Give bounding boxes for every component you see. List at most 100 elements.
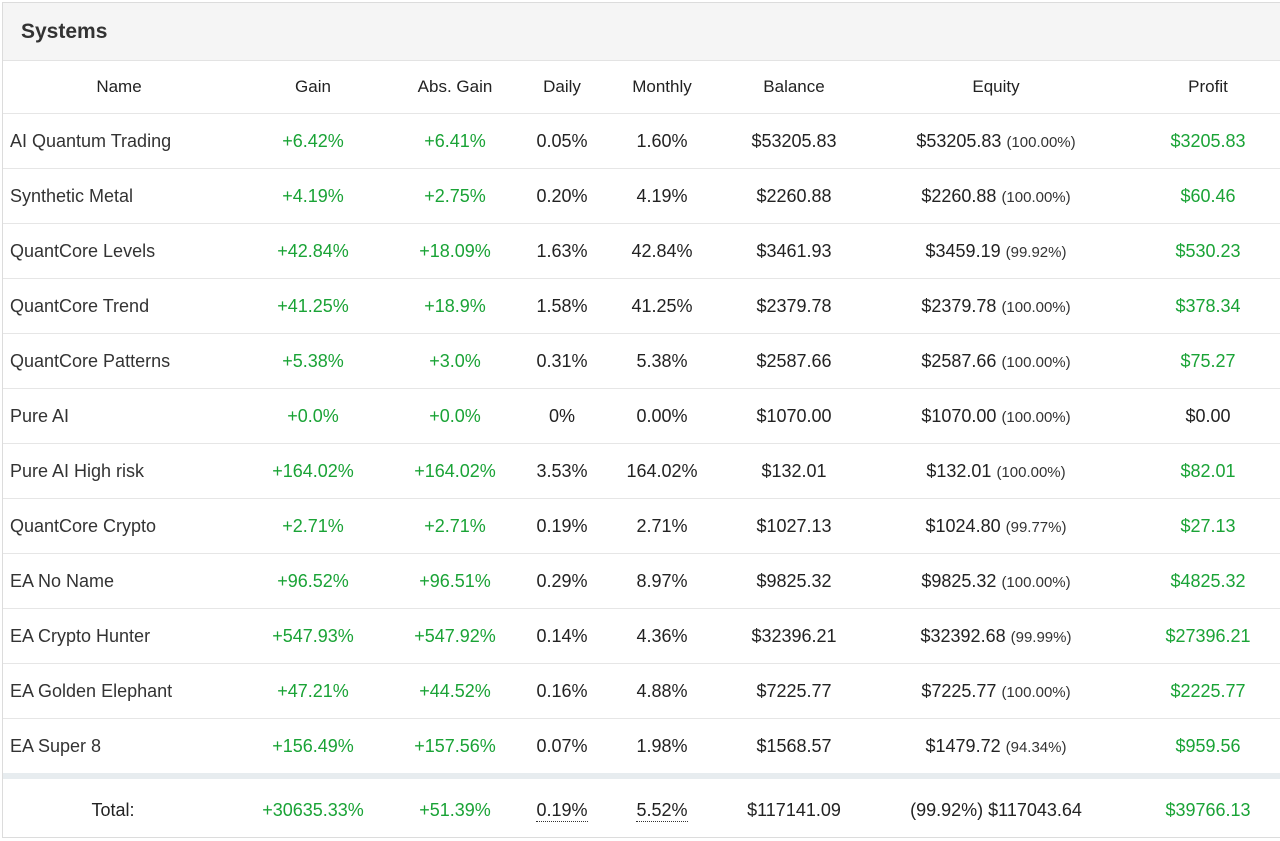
system-name[interactable]: AI Quantum Trading [3, 113, 235, 169]
monthly-value: 0.00% [605, 388, 719, 444]
column-header-gain[interactable]: Gain [235, 61, 391, 114]
balance-value: $3461.93 [719, 223, 869, 279]
daily-value: 0.05% [519, 113, 605, 169]
balance-value: $1070.00 [719, 388, 869, 444]
balance-value: $132.01 [719, 443, 869, 499]
table-row: QuantCore Trend +41.25% +18.9% 1.58% 41.25% $… [3, 278, 1280, 334]
total-monthly[interactable]: 5.52% [636, 799, 688, 822]
total-monthly-cell: 5.52% [605, 773, 719, 841]
equity-value: $32392.68 [920, 625, 1006, 646]
column-header-daily[interactable]: Daily [519, 61, 605, 114]
monthly-value: 4.19% [605, 168, 719, 224]
system-name[interactable]: Pure AI [3, 388, 235, 444]
equity-cell: $9825.32 (100.00%) [869, 553, 1123, 609]
system-name[interactable]: Pure AI High risk [3, 443, 235, 499]
column-header-equity[interactable]: Equity [869, 61, 1123, 114]
system-name[interactable]: EA No Name [3, 553, 235, 609]
system-name[interactable]: Synthetic Metal [3, 168, 235, 224]
column-header-profit[interactable]: Profit [1123, 61, 1280, 114]
profit-value: $959.56 [1123, 718, 1280, 777]
table-footer: Total: +30635.33% +51.39% 0.19% 5.52% $1… [3, 773, 1280, 841]
equity-cell: $53205.83 (100.00%) [869, 113, 1123, 169]
equity-cell: $1024.80 (99.77%) [869, 498, 1123, 554]
equity-cell: $1070.00 (100.00%) [869, 388, 1123, 444]
equity-percent: (100.00%) [1001, 298, 1071, 316]
equity-value: $132.01 [926, 460, 992, 481]
abs-gain-value: +547.92% [391, 608, 519, 664]
equity-cell: $132.01 (100.00%) [869, 443, 1123, 499]
table-row: EA Golden Elephant +47.21% +44.52% 0.16% 4.8… [3, 663, 1280, 719]
equity-value: $7225.77 [921, 680, 997, 701]
balance-value: $2379.78 [719, 278, 869, 334]
abs-gain-value: +18.09% [391, 223, 519, 279]
column-header-name[interactable]: Name [3, 61, 235, 114]
gain-value: +5.38% [235, 333, 391, 389]
equity-percent: (100.00%) [1001, 408, 1071, 426]
gain-value: +4.19% [235, 168, 391, 224]
panel-header: Systems [3, 3, 1280, 61]
table-row: QuantCore Crypto +2.71% +2.71% 0.19% 2.71% $1… [3, 498, 1280, 554]
daily-value: 0.07% [519, 718, 605, 777]
system-name[interactable]: EA Super 8 [3, 718, 235, 777]
system-name[interactable]: EA Golden Elephant [3, 663, 235, 719]
monthly-value: 164.02% [605, 443, 719, 499]
daily-value: 0.29% [519, 553, 605, 609]
monthly-value: 5.38% [605, 333, 719, 389]
table-header-row: Name Gain Abs. Gain Daily Monthly Balanc… [3, 61, 1280, 114]
profit-value: $0.00 [1123, 388, 1280, 444]
gain-value: +42.84% [235, 223, 391, 279]
system-name[interactable]: QuantCore Crypto [3, 498, 235, 554]
gain-value: +156.49% [235, 718, 391, 777]
equity-value: $1070.00 [921, 405, 997, 426]
column-header-balance[interactable]: Balance [719, 61, 869, 114]
equity-cell: $2379.78 (100.00%) [869, 278, 1123, 334]
equity-value: $9825.32 [921, 570, 997, 591]
system-name[interactable]: EA Crypto Hunter [3, 608, 235, 664]
monthly-value: 42.84% [605, 223, 719, 279]
monthly-value: 4.36% [605, 608, 719, 664]
table-row: EA Crypto Hunter +547.93% +547.92% 0.14% 4.3… [3, 608, 1280, 664]
equity-value: $2587.66 [921, 350, 997, 371]
monthly-value: 8.97% [605, 553, 719, 609]
gain-value: +164.02% [235, 443, 391, 499]
profit-value: $530.23 [1123, 223, 1280, 279]
monthly-value: 41.25% [605, 278, 719, 334]
daily-value: 3.53% [519, 443, 605, 499]
table-row: Synthetic Metal +4.19% +2.75% 0.20% 4.19% $22… [3, 168, 1280, 224]
total-row: Total: +30635.33% +51.39% 0.19% 5.52% $1… [3, 773, 1280, 841]
abs-gain-value: +157.56% [391, 718, 519, 777]
equity-cell: $32392.68 (99.99%) [869, 608, 1123, 664]
daily-value: 0.19% [519, 498, 605, 554]
total-daily[interactable]: 0.19% [536, 799, 588, 822]
daily-value: 1.58% [519, 278, 605, 334]
system-name[interactable]: QuantCore Levels [3, 223, 235, 279]
balance-value: $9825.32 [719, 553, 869, 609]
equity-value: $53205.83 [916, 130, 1002, 151]
profit-value: $4825.32 [1123, 553, 1280, 609]
gain-value: +0.0% [235, 388, 391, 444]
abs-gain-value: +2.71% [391, 498, 519, 554]
equity-value: $1024.80 [925, 515, 1001, 536]
system-name[interactable]: QuantCore Trend [3, 278, 235, 334]
equity-cell: $1479.72 (94.34%) [869, 718, 1123, 777]
balance-value: $1568.57 [719, 718, 869, 777]
abs-gain-value: +6.41% [391, 113, 519, 169]
column-header-abs-gain[interactable]: Abs. Gain [391, 61, 519, 114]
equity-percent: (100.00%) [1001, 188, 1071, 206]
total-gain: +30635.33% [235, 773, 391, 841]
equity-percent: (99.99%) [1010, 628, 1072, 646]
table-row: Pure AI +0.0% +0.0% 0% 0.00% $1070.00 $1070.00… [3, 388, 1280, 444]
total-profit: $39766.13 [1123, 773, 1280, 841]
column-header-monthly[interactable]: Monthly [605, 61, 719, 114]
profit-value: $2225.77 [1123, 663, 1280, 719]
monthly-value: 2.71% [605, 498, 719, 554]
equity-percent: (100.00%) [1006, 133, 1076, 151]
gain-value: +47.21% [235, 663, 391, 719]
equity-cell: $7225.77 (100.00%) [869, 663, 1123, 719]
system-name[interactable]: QuantCore Patterns [3, 333, 235, 389]
daily-value: 1.63% [519, 223, 605, 279]
abs-gain-value: +44.52% [391, 663, 519, 719]
abs-gain-value: +3.0% [391, 333, 519, 389]
equity-value: $1479.72 [925, 735, 1001, 756]
